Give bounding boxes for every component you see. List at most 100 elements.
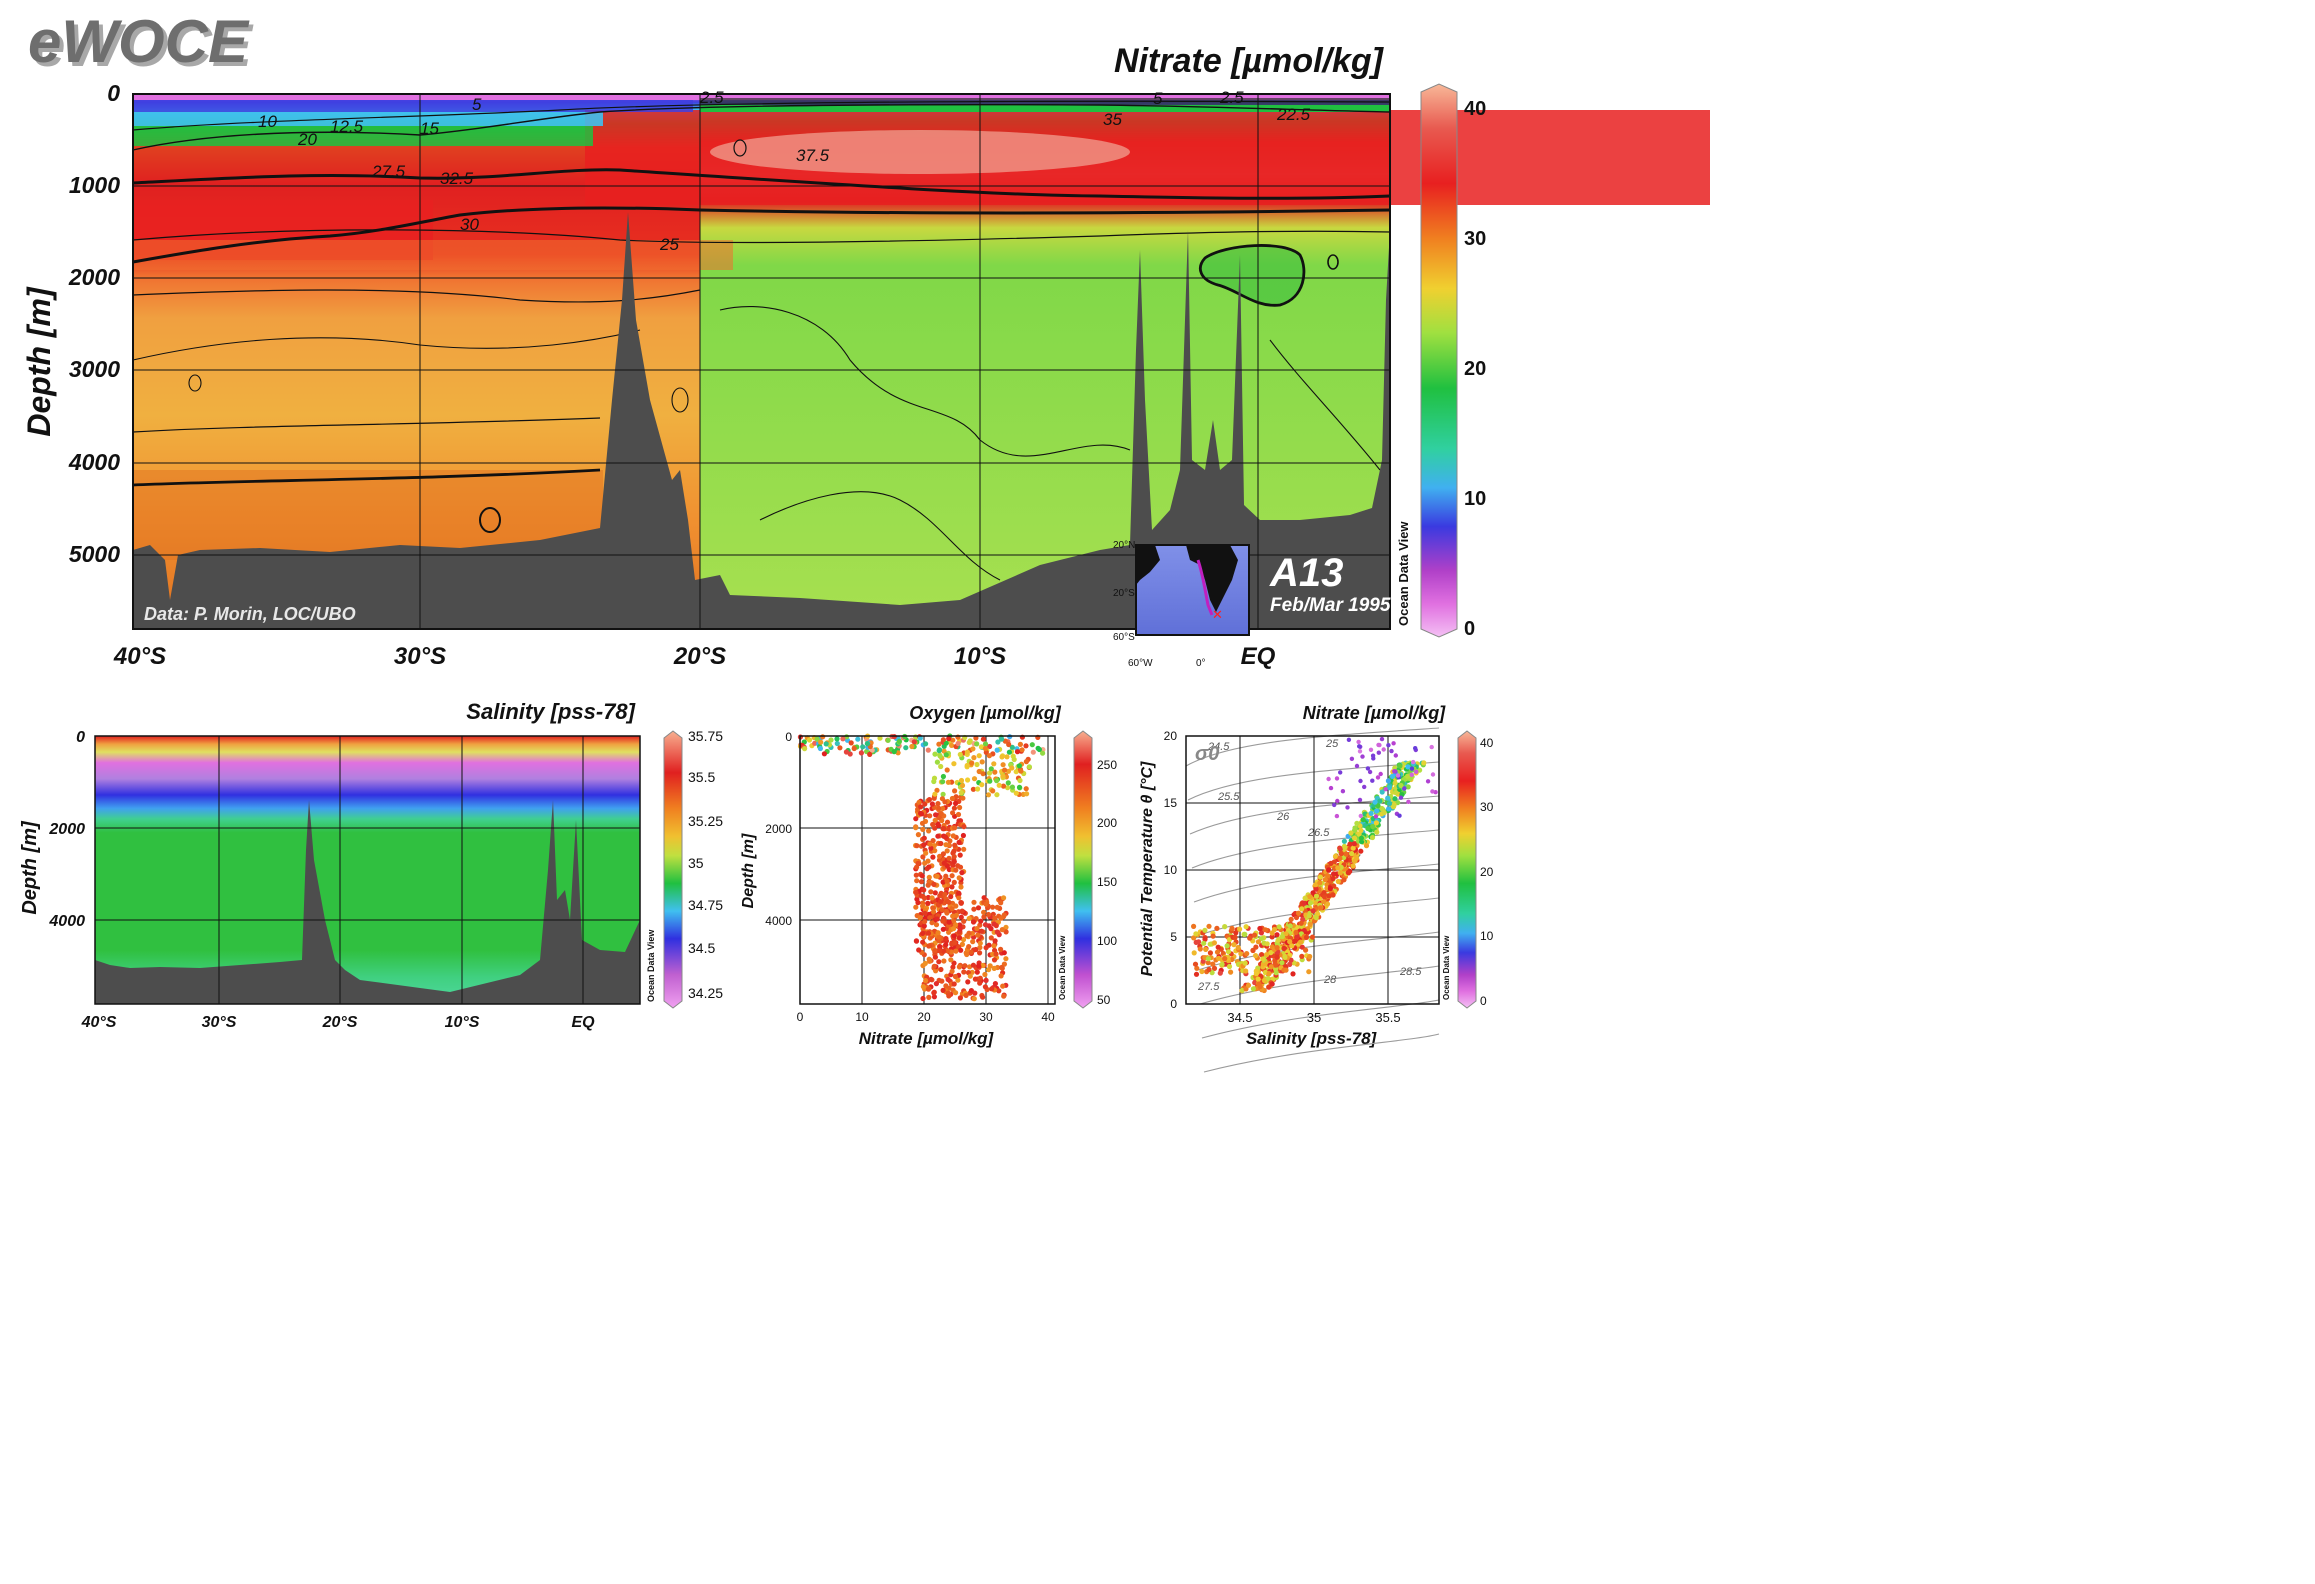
scatter-point bbox=[1259, 952, 1265, 958]
scatter-point bbox=[930, 821, 936, 828]
contour-label: 22.5 bbox=[1276, 105, 1311, 124]
scatter-point bbox=[1389, 748, 1394, 754]
scatter-point bbox=[812, 740, 818, 746]
x-tick: 10°S bbox=[954, 643, 1006, 670]
inset-marker: ✕ bbox=[1212, 607, 1223, 622]
scatter-point bbox=[1385, 778, 1391, 784]
scatter-point bbox=[834, 740, 840, 747]
y-tick: 5 bbox=[1170, 930, 1177, 944]
scatter-point bbox=[1287, 939, 1293, 945]
scatter-point bbox=[921, 895, 928, 901]
scatter-point bbox=[1214, 949, 1221, 955]
scatter-point bbox=[1210, 961, 1216, 967]
y-tick: 10 bbox=[1164, 863, 1178, 877]
scatter-point bbox=[1199, 968, 1205, 975]
scatter-point bbox=[867, 751, 873, 758]
scatter-point bbox=[999, 964, 1005, 971]
isopycnal-line bbox=[1185, 727, 1440, 767]
scatter-point bbox=[1207, 950, 1213, 956]
scatter-point bbox=[991, 965, 997, 972]
scatter-point bbox=[955, 740, 961, 747]
scatter-point bbox=[926, 943, 933, 949]
scatter-point bbox=[950, 737, 956, 743]
scatter-point bbox=[913, 904, 919, 910]
colorbar-tick: 10 bbox=[1480, 929, 1494, 943]
x-tick: 20°S bbox=[322, 1014, 358, 1031]
scatter-point bbox=[958, 884, 964, 890]
scatter-point bbox=[975, 932, 981, 938]
scatter-point bbox=[980, 994, 986, 1000]
scatter-point bbox=[1354, 855, 1360, 861]
scatter-point bbox=[992, 769, 998, 775]
scatter-point bbox=[945, 779, 952, 785]
scatter-point bbox=[1216, 955, 1222, 962]
contour-label: 37.5 bbox=[796, 146, 830, 165]
scatter-point bbox=[1313, 900, 1319, 907]
scatter-point bbox=[930, 909, 937, 915]
colorbar-tick: 50 bbox=[1097, 993, 1111, 1007]
scatter-point bbox=[1381, 810, 1387, 816]
scatter-point bbox=[956, 964, 963, 970]
scatter-point bbox=[992, 938, 998, 944]
x-tick: 40°S bbox=[81, 1014, 117, 1031]
scatter-point bbox=[958, 947, 964, 953]
scatter-point bbox=[932, 817, 938, 823]
scatter-point bbox=[855, 736, 861, 742]
scatter-point bbox=[965, 979, 971, 985]
logo-shadow: eWOCE bbox=[32, 12, 254, 79]
scatter-point bbox=[1214, 925, 1220, 932]
main-frame bbox=[132, 93, 1391, 630]
nitrate-37-5-core bbox=[710, 130, 1130, 174]
scatter-point bbox=[1191, 935, 1197, 941]
scatter-point bbox=[925, 986, 932, 992]
surface-stripe-pink bbox=[133, 95, 1390, 100]
contour-label: 25 bbox=[659, 235, 679, 254]
scatter-point bbox=[1273, 962, 1279, 968]
scatter-point bbox=[1372, 799, 1378, 805]
scatter-point bbox=[966, 915, 972, 922]
scatter-point bbox=[1409, 772, 1415, 777]
colorbar-tick: 34.5 bbox=[688, 940, 715, 956]
scatter-point bbox=[930, 838, 936, 844]
colorbar-tick: 40 bbox=[1480, 736, 1494, 750]
scatter-point bbox=[957, 926, 963, 932]
scatter-point bbox=[944, 878, 950, 884]
main-section-plot: 2.5 2.5 5 5 10 12.5 15 20 22.5 25 27.5 3… bbox=[132, 88, 1710, 669]
scatter-point bbox=[1016, 784, 1023, 791]
scatter-point bbox=[1332, 853, 1339, 860]
scatter-point bbox=[990, 788, 996, 794]
scatter-point bbox=[994, 747, 1000, 753]
scatter-point bbox=[943, 740, 949, 746]
scatter-point bbox=[944, 767, 950, 773]
scatter-point bbox=[958, 790, 964, 796]
scatter-point bbox=[1193, 939, 1199, 946]
scatter-point bbox=[1279, 933, 1285, 940]
scatter-point bbox=[914, 843, 920, 849]
scatter-point bbox=[951, 981, 957, 987]
scatter-point bbox=[931, 795, 937, 801]
odv-label-ts: Ocean Data View bbox=[1442, 935, 1451, 1000]
scatter-point bbox=[931, 775, 938, 781]
scatter-point bbox=[1013, 769, 1019, 775]
scatter-point bbox=[921, 842, 927, 848]
salinity-bathymetry bbox=[95, 800, 640, 1004]
scatter-point bbox=[945, 948, 951, 954]
scatter-point bbox=[1243, 968, 1249, 974]
scatter-point bbox=[1006, 741, 1012, 748]
scatter-point bbox=[1255, 976, 1261, 982]
scatter-point bbox=[922, 801, 928, 807]
scatter-point bbox=[1262, 927, 1269, 933]
x-tick: 30 bbox=[979, 1010, 993, 1024]
scatter-point bbox=[938, 899, 944, 905]
contour-label: 35 bbox=[1103, 110, 1122, 129]
data-credit: Data: P. Morin, LOC/UBO bbox=[144, 604, 356, 624]
scatter-point bbox=[1299, 953, 1305, 960]
scatter-point bbox=[1288, 916, 1294, 922]
scatter-point bbox=[961, 918, 967, 924]
scatter-point bbox=[991, 957, 998, 963]
scatter-point bbox=[1346, 737, 1352, 742]
scatter-point bbox=[1219, 961, 1225, 967]
y-tick: 0 bbox=[76, 729, 85, 746]
scatter-point bbox=[1009, 784, 1016, 790]
scatter-point bbox=[1023, 759, 1029, 765]
